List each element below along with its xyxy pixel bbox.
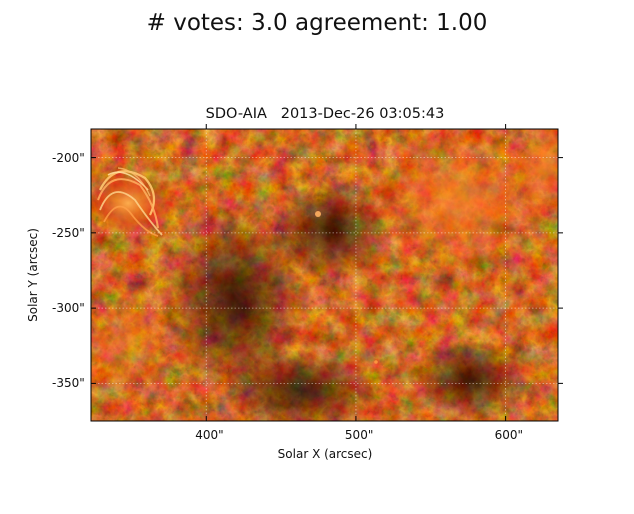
solar-image xyxy=(91,129,558,421)
active-region-loops xyxy=(91,167,170,237)
plot-frame xyxy=(90,128,559,422)
y-axis-label: Solar Y (arcsec) xyxy=(26,228,40,322)
axis-ticks xyxy=(91,124,563,421)
y-tick-label: -250" xyxy=(52,225,85,240)
x-tick-label: 400" xyxy=(195,428,224,442)
figure-suptitle: # votes: 3.0 agreement: 1.00 xyxy=(146,10,488,36)
x-tick-label: 500" xyxy=(344,428,374,442)
y-tick-label: -350" xyxy=(52,376,85,391)
x-tick-label: 600" xyxy=(494,428,524,442)
y-tick-label: -300" xyxy=(52,301,85,316)
x-axis-label: Solar X (arcsec) xyxy=(277,447,373,461)
coordinate-grid xyxy=(91,129,558,421)
image-title: SDO-AIA 2013-Dec-26 03:05:43 xyxy=(205,106,445,122)
y-tick-label: -200" xyxy=(52,150,85,165)
